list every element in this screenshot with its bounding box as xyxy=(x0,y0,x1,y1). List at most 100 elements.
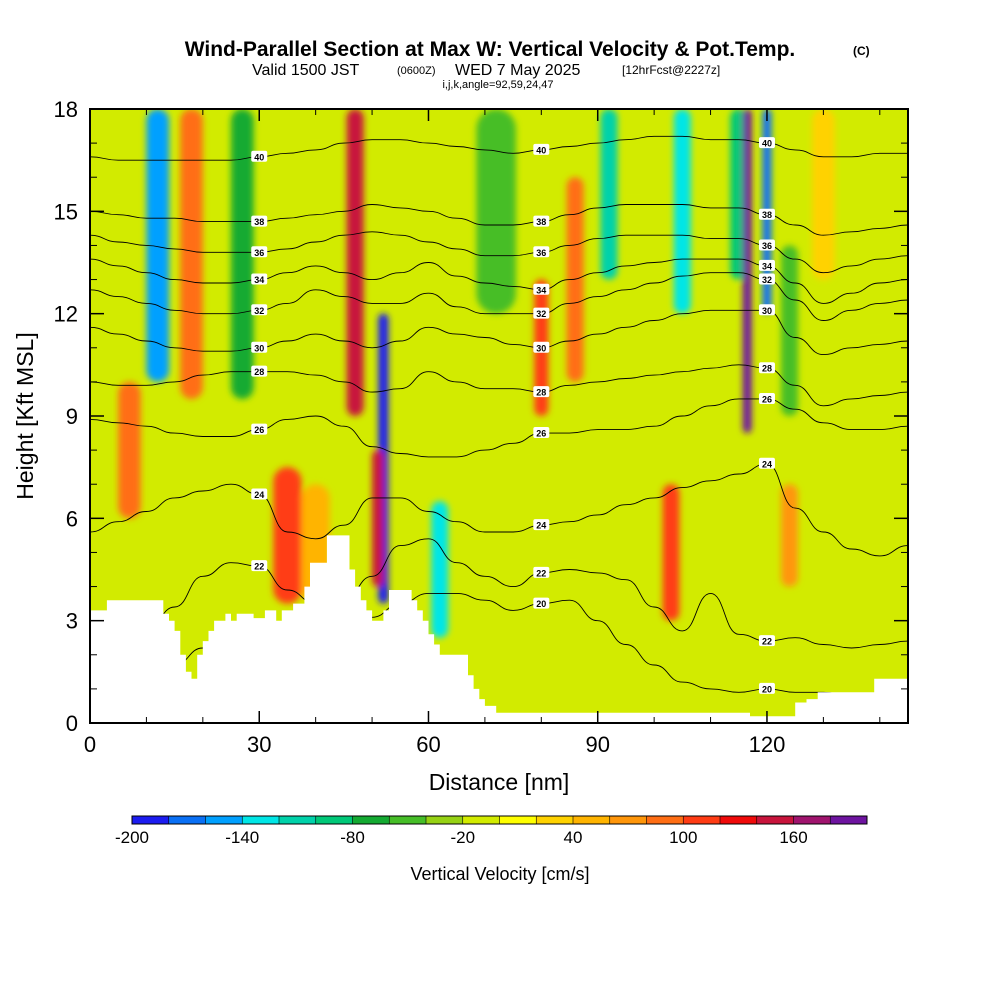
contour-label: 28 xyxy=(533,386,550,398)
svg-text:32: 32 xyxy=(254,306,264,316)
y-axis-label: Height [Kft MSL] xyxy=(12,332,38,499)
contour-label: 30 xyxy=(758,304,775,316)
contour-label: 30 xyxy=(251,341,268,353)
velocity-cell xyxy=(600,109,618,280)
colorbar-tick-label: 100 xyxy=(669,828,697,847)
velocity-cell xyxy=(273,467,302,604)
svg-text:20: 20 xyxy=(536,599,546,609)
contour-label: 20 xyxy=(758,682,775,694)
colorbar-swatch xyxy=(132,816,170,824)
colorbar-swatch xyxy=(830,816,868,824)
contour-label: 40 xyxy=(533,143,550,155)
svg-text:26: 26 xyxy=(254,425,264,435)
colorbar-tick-label: -200 xyxy=(115,828,149,847)
colorbar-tick-label: -20 xyxy=(450,828,475,847)
potential-temperature-contours: 2020202222222424242626262828283030303232… xyxy=(90,135,908,697)
colorbar-swatch xyxy=(720,816,758,824)
velocity-cell xyxy=(346,109,364,416)
colorbar-swatch xyxy=(573,816,611,824)
contour-label: 36 xyxy=(533,246,550,258)
velocity-cell xyxy=(781,245,798,416)
velocity-cell xyxy=(476,109,516,314)
colorbar-swatch xyxy=(242,816,280,824)
colorbar-swatch xyxy=(683,816,721,824)
contour-label: 26 xyxy=(758,392,775,404)
svg-text:34: 34 xyxy=(254,275,264,285)
svg-text:36: 36 xyxy=(536,248,546,258)
y-tick-label: 9 xyxy=(66,404,78,429)
svg-text:40: 40 xyxy=(762,139,772,149)
svg-text:40: 40 xyxy=(254,152,264,162)
colorbar-tick-label: 40 xyxy=(564,828,583,847)
velocity-cell xyxy=(742,109,752,434)
colorbar-tick-label: -140 xyxy=(225,828,259,847)
svg-text:24: 24 xyxy=(762,459,772,469)
contour-label: 24 xyxy=(251,488,268,500)
colorbar-swatch xyxy=(536,816,574,824)
subtitle-date: WED 7 May 2025 xyxy=(455,62,580,79)
x-tick-label: 120 xyxy=(749,732,786,757)
contour-label: 34 xyxy=(758,259,775,271)
contour-label: 28 xyxy=(251,365,268,377)
velocity-cell xyxy=(781,484,798,587)
subtitle-forecast: [12hrFcst@2227z] xyxy=(622,63,720,77)
x-tick-label: 0 xyxy=(84,732,96,757)
chart-subtitle: Valid 1500 JST (0600Z) WED 7 May 2025 [1… xyxy=(252,62,720,79)
velocity-cell xyxy=(812,109,835,280)
contour-label: 40 xyxy=(758,137,775,149)
contour-label: 22 xyxy=(758,635,775,647)
contour-label: 26 xyxy=(251,423,268,435)
contour-label: 38 xyxy=(251,215,268,227)
contour-label: 40 xyxy=(251,150,268,162)
velocity-cell xyxy=(146,109,169,382)
svg-text:32: 32 xyxy=(762,275,772,285)
colorbar-swatch xyxy=(426,816,464,824)
colorbar-swatch xyxy=(756,816,794,824)
contour-label: 38 xyxy=(758,208,775,220)
svg-text:36: 36 xyxy=(762,241,772,251)
contour-label: 20 xyxy=(533,597,550,609)
velocity-cell xyxy=(566,177,584,382)
colorbar-swatch xyxy=(205,816,243,824)
contour-label: 30 xyxy=(533,341,550,353)
x-tick-label: 60 xyxy=(416,732,440,757)
svg-text:22: 22 xyxy=(762,637,772,647)
colorbar-swatch xyxy=(646,816,684,824)
colorbar-swatch xyxy=(352,816,390,824)
velocity-cell xyxy=(180,109,203,399)
chart-grid-info: i,j,k,angle=92,59,24,47 xyxy=(442,79,553,91)
subtitle-utc: (0600Z) xyxy=(397,65,436,77)
svg-text:32: 32 xyxy=(536,309,546,319)
contour-label: 32 xyxy=(758,273,775,285)
y-tick-label: 3 xyxy=(66,609,78,634)
colorbar-swatch xyxy=(315,816,353,824)
svg-text:22: 22 xyxy=(254,562,264,572)
contour-label: 32 xyxy=(533,307,550,319)
chart-title: Wind-Parallel Section at Max W: Vertical… xyxy=(185,38,796,61)
contour-label: 24 xyxy=(758,457,775,469)
colorbar-swatch xyxy=(499,816,537,824)
contour-label: 36 xyxy=(251,246,268,258)
contour-label: 38 xyxy=(533,215,550,227)
svg-text:20: 20 xyxy=(762,684,772,694)
svg-text:28: 28 xyxy=(762,364,772,374)
y-tick-label: 18 xyxy=(54,97,78,122)
colorbar-tick-label: -80 xyxy=(340,828,365,847)
svg-text:24: 24 xyxy=(536,521,546,531)
svg-text:30: 30 xyxy=(762,306,772,316)
colorbar-title: Vertical Velocity [cm/s] xyxy=(410,864,589,884)
velocity-cell xyxy=(372,450,384,587)
chart-title-mark: (C) xyxy=(853,44,870,58)
y-tick-label: 12 xyxy=(54,302,78,327)
svg-text:38: 38 xyxy=(254,217,264,227)
colorbar-swatch xyxy=(279,816,317,824)
contour-label: 32 xyxy=(251,304,268,316)
contour-label: 24 xyxy=(533,519,550,531)
colorbar-swatch xyxy=(609,816,647,824)
contour-label: 36 xyxy=(758,239,775,251)
x-tick-label: 30 xyxy=(247,732,271,757)
svg-text:24: 24 xyxy=(254,490,264,500)
velocity-cell xyxy=(662,484,680,621)
